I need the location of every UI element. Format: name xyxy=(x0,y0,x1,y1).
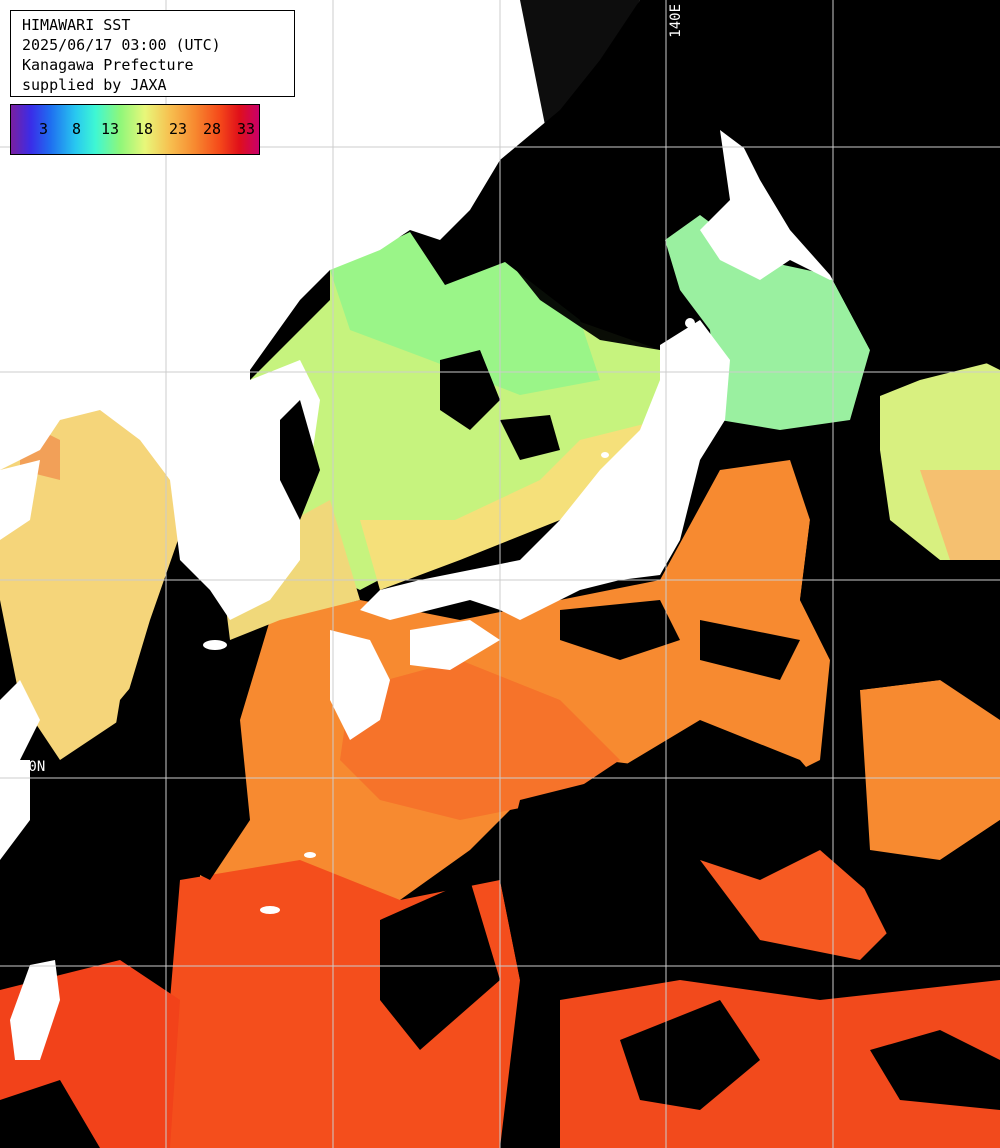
credit-text: supplied by JAXA xyxy=(22,76,167,94)
latitude-label-30n: 30N xyxy=(20,759,46,775)
legend-tick: 3 xyxy=(39,120,49,138)
product-title: HIMAWARI SST xyxy=(22,16,131,34)
region-name: Kanagawa Prefecture xyxy=(22,56,194,74)
legend-tick: 33 xyxy=(237,120,256,138)
legend-tick: 28 xyxy=(203,120,222,138)
timestamp: 2025/06/17 03:00 (UTC) xyxy=(22,36,221,54)
legend-tick: 8 xyxy=(72,120,82,138)
longitude-label: 140E xyxy=(668,4,684,38)
legend-tick: 23 xyxy=(169,120,188,138)
legend-tick: 13 xyxy=(101,120,120,138)
color-scale-legend: 3 8 13 18 23 28 33 xyxy=(10,104,260,155)
legend-tick: 18 xyxy=(135,120,154,138)
island-specks xyxy=(260,129,695,914)
latitude-label-40n: 40N xyxy=(20,353,46,369)
info-box: HIMAWARI SST 2025/06/17 03:00 (UTC) Kana… xyxy=(10,10,295,97)
